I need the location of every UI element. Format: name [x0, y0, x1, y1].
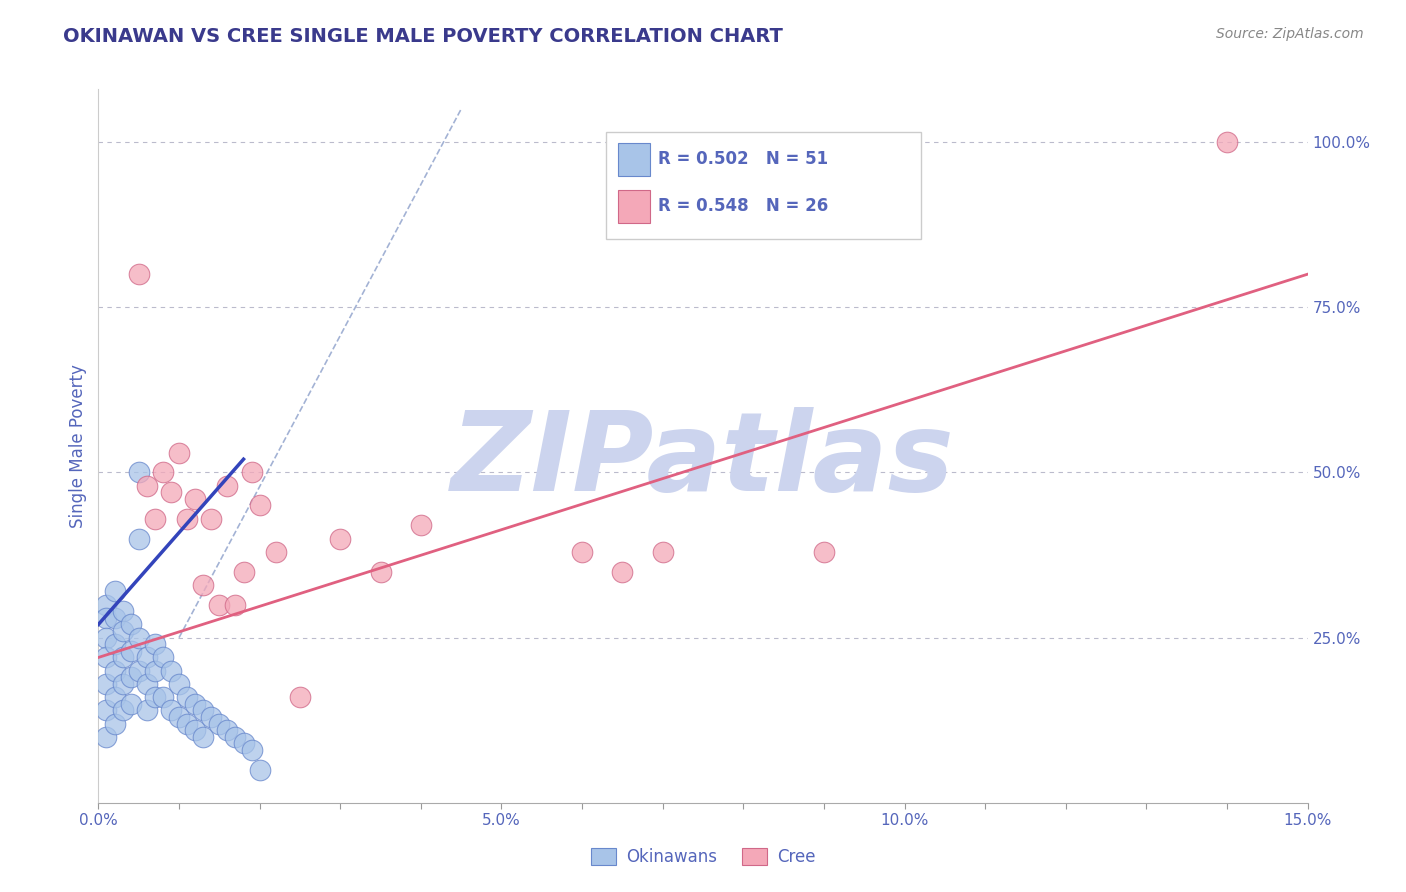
Point — [143, 664, 166, 678]
Point — [160, 485, 183, 500]
Point — [135, 478, 157, 492]
Point — [128, 267, 150, 281]
Point — [200, 710, 222, 724]
Text: OKINAWAN VS CREE SINGLE MALE POVERTY CORRELATION CHART: OKINAWAN VS CREE SINGLE MALE POVERTY COR… — [63, 27, 783, 45]
Point — [232, 736, 254, 750]
Point — [120, 644, 142, 658]
FancyBboxPatch shape — [619, 190, 650, 223]
Point — [176, 690, 198, 704]
Point — [120, 670, 142, 684]
Point — [96, 631, 118, 645]
Point — [120, 697, 142, 711]
Text: Source: ZipAtlas.com: Source: ZipAtlas.com — [1216, 27, 1364, 41]
Point — [167, 710, 190, 724]
Point — [184, 697, 207, 711]
Point — [128, 466, 150, 480]
Point — [249, 763, 271, 777]
Point — [370, 565, 392, 579]
Point — [111, 624, 134, 638]
Point — [232, 565, 254, 579]
Point — [200, 511, 222, 525]
FancyBboxPatch shape — [606, 132, 921, 239]
Point — [217, 723, 239, 738]
Text: R = 0.548   N = 26: R = 0.548 N = 26 — [658, 197, 828, 215]
Point — [167, 445, 190, 459]
Point — [128, 631, 150, 645]
Legend: Okinawans, Cree: Okinawans, Cree — [583, 841, 823, 873]
Point — [103, 716, 125, 731]
Point — [167, 677, 190, 691]
Point — [111, 604, 134, 618]
Point — [193, 730, 215, 744]
Point — [208, 716, 231, 731]
Point — [240, 743, 263, 757]
Point — [184, 491, 207, 506]
Y-axis label: Single Male Poverty: Single Male Poverty — [69, 364, 87, 528]
Point — [120, 617, 142, 632]
Point — [96, 703, 118, 717]
FancyBboxPatch shape — [619, 144, 650, 177]
Point — [135, 650, 157, 665]
Point — [111, 703, 134, 717]
Point — [135, 703, 157, 717]
Point — [103, 584, 125, 599]
Point — [329, 532, 352, 546]
Point — [651, 545, 673, 559]
Point — [103, 637, 125, 651]
Point — [571, 545, 593, 559]
Point — [96, 598, 118, 612]
Point — [128, 664, 150, 678]
Point — [208, 598, 231, 612]
Point — [152, 466, 174, 480]
Point — [813, 545, 835, 559]
Point — [612, 565, 634, 579]
Point — [409, 518, 432, 533]
Point — [193, 703, 215, 717]
Point — [103, 664, 125, 678]
Point — [264, 545, 287, 559]
Point — [143, 637, 166, 651]
Point — [103, 611, 125, 625]
Point — [135, 677, 157, 691]
Point — [193, 578, 215, 592]
Point — [160, 664, 183, 678]
Point — [143, 690, 166, 704]
Point — [96, 677, 118, 691]
Point — [184, 723, 207, 738]
Text: R = 0.502   N = 51: R = 0.502 N = 51 — [658, 150, 828, 168]
Point — [103, 690, 125, 704]
Text: ZIPatlas: ZIPatlas — [451, 407, 955, 514]
Point — [152, 650, 174, 665]
Point — [96, 611, 118, 625]
Point — [240, 466, 263, 480]
Point — [1216, 135, 1239, 149]
Point — [160, 703, 183, 717]
Point — [176, 511, 198, 525]
Point — [96, 650, 118, 665]
Point — [176, 716, 198, 731]
Point — [96, 730, 118, 744]
Point — [128, 532, 150, 546]
Point — [111, 650, 134, 665]
Point — [152, 690, 174, 704]
Point — [111, 677, 134, 691]
Point — [143, 511, 166, 525]
Point — [249, 499, 271, 513]
Point — [217, 478, 239, 492]
Point — [224, 598, 246, 612]
Point — [288, 690, 311, 704]
Point — [224, 730, 246, 744]
